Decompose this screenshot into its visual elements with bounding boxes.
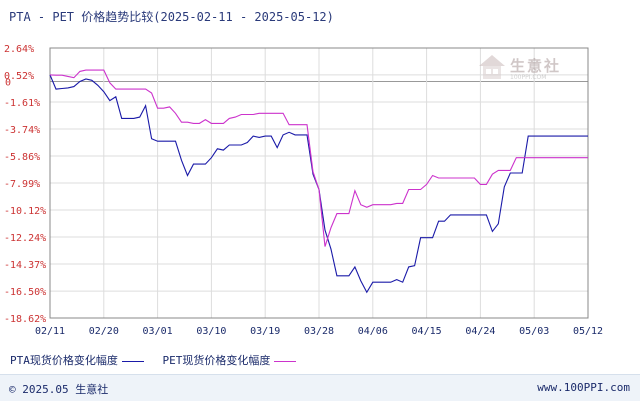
y-tick-label: -14.37% (4, 260, 46, 271)
legend-label-pta: PTA现货价格变化幅度 (10, 354, 118, 367)
y-tick-label: -18.62% (4, 314, 46, 325)
legend: PTA现货价格变化幅度 PET现货价格变化幅度 (10, 352, 308, 368)
x-tick-label: 02/11 (35, 326, 65, 337)
watermark-logo: 生意社 100PPI.COM (478, 53, 578, 83)
y-tick-label: -12.24% (4, 233, 46, 244)
chart-title: PTA - PET 价格趋势比较(2025-02-11 - 2025-05-12… (9, 10, 334, 24)
x-tick-label: 03/01 (143, 326, 173, 337)
x-tick-label: 05/03 (519, 326, 549, 337)
x-tick-label: 05/12 (573, 326, 603, 337)
plot-border (49, 47, 589, 319)
x-tick-label: 04/15 (412, 326, 442, 337)
y-tick-label: -3.74% (4, 125, 40, 136)
copyright-text: © 2025.05 生意社 (9, 383, 109, 396)
y-tick-label: -16.50% (4, 287, 46, 298)
legend-swatch-pta (121, 360, 144, 362)
y-tick-label: 2.64% (4, 44, 34, 55)
x-tick-label: 03/10 (196, 326, 226, 337)
y-tick-label: -7.99% (4, 179, 40, 190)
series-line-pet (49, 69, 588, 247)
site-link[interactable]: www.100PPI.com (537, 381, 630, 394)
legend-item-pta: PTA现货价格变化幅度 (10, 352, 144, 368)
legend-item-pet: PET现货价格变化幅度 (163, 352, 297, 368)
y-tick-label: 0.52% (4, 71, 34, 82)
legend-swatch-pet (274, 360, 297, 362)
x-tick-label: 04/06 (358, 326, 388, 337)
watermark-name: 生意社 (510, 57, 562, 75)
footer: © 2025.05 生意社 www.100PPI.com (0, 374, 640, 401)
x-tick-label: 02/20 (89, 326, 119, 337)
legend-label-pet: PET现货价格变化幅度 (162, 354, 271, 367)
house-icon (479, 55, 505, 79)
y-tick-label: -10.12% (4, 206, 46, 217)
y-tick-label: -1.61% (4, 98, 40, 109)
x-tick-label: 03/19 (250, 326, 280, 337)
watermark-sub: 100PPI.COM (510, 74, 547, 81)
zero-label: 0 (5, 78, 11, 89)
x-tick-label: 04/24 (465, 326, 495, 337)
x-tick-label: 03/28 (304, 326, 334, 337)
y-tick-label: -5.86% (4, 152, 40, 163)
chart-header: PTA - PET 价格趋势比较(2025-02-11 - 2025-05-12… (0, 0, 640, 33)
